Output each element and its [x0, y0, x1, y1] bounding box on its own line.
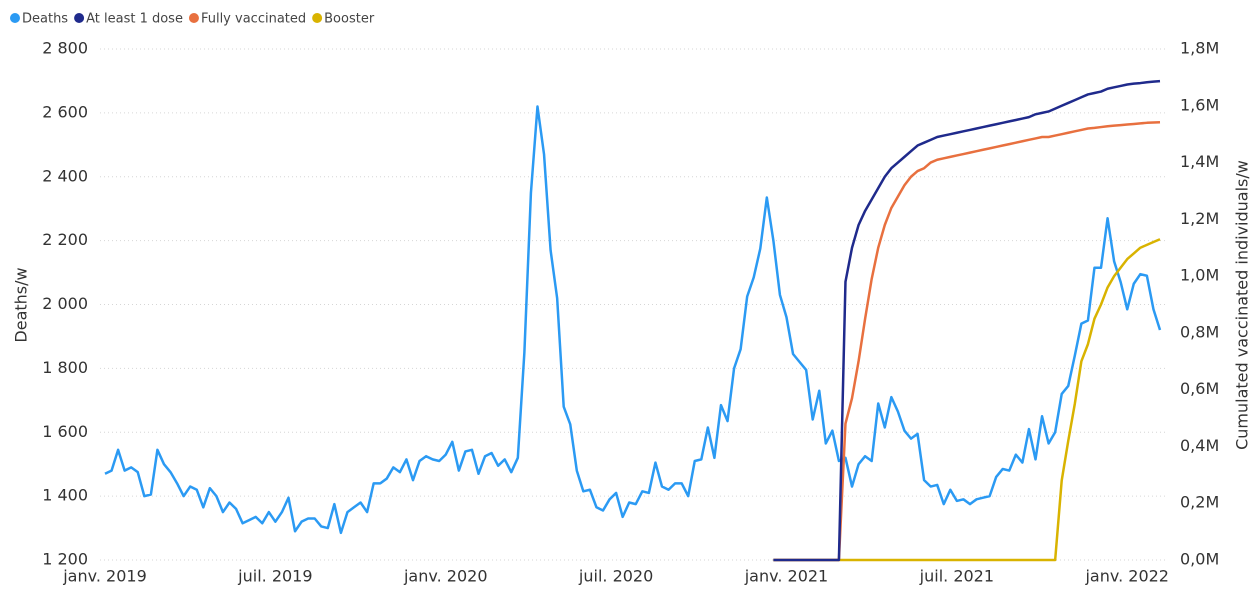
y-tick-label: 1 200 [42, 550, 88, 569]
x-tick-label: janv. 2020 [403, 567, 488, 586]
y2-tick-label: 0,4M [1180, 436, 1219, 455]
x-tick-label: janv. 2021 [744, 567, 829, 586]
x-tick-label: janv. 2022 [1084, 567, 1169, 586]
y2-tick-label: 0,6M [1180, 379, 1219, 398]
series-line [773, 79, 1161, 562]
legend: Deaths At least 1 dose Fully vaccinated Boo… [10, 12, 375, 27]
legend-marker [188, 13, 199, 23]
y2-tick-label: 1,0M [1180, 266, 1219, 285]
legend-label: Fully vaccinated [201, 12, 306, 27]
y2-tick-label: 1,4M [1180, 152, 1219, 171]
y-tick-label: 2 800 [42, 39, 88, 58]
y2-tick-label: 0,0M [1180, 550, 1219, 569]
series-line [773, 120, 1161, 562]
y-axis-title: Deaths/w [12, 267, 31, 342]
legend-label: Deaths [22, 12, 68, 27]
y2-tick-label: 0,8M [1180, 322, 1219, 341]
y-tick-label: 2 600 [42, 102, 88, 121]
x-tick-label: juil. 2021 [919, 567, 994, 586]
series-line [104, 105, 1162, 535]
y-tick-label: 1 400 [42, 486, 88, 505]
legend-label: At least 1 dose [86, 12, 183, 27]
legend-marker [74, 13, 85, 23]
y2-tick-label: 1,2M [1180, 209, 1219, 228]
x-tick-label: juil. 2020 [578, 567, 653, 586]
y-tick-label: 1 800 [42, 358, 88, 377]
x-tick-label: juil. 2019 [237, 567, 312, 586]
legend-marker [10, 13, 20, 23]
x-tick-label: janv. 2019 [62, 567, 147, 586]
series-line [773, 238, 1161, 562]
y2-tick-label: 0,2M [1180, 493, 1219, 512]
y-tick-label: 2 000 [42, 294, 88, 313]
y2-tick-label: 1,6M [1180, 95, 1219, 114]
legend-label: Booster [324, 12, 375, 27]
y-tick-label: 1 600 [42, 422, 88, 441]
y2-axis-title: Cumulated vaccinated individuals/w [1233, 160, 1252, 450]
legend-marker [312, 13, 323, 23]
y2-tick-label: 1,8M [1180, 39, 1219, 58]
y-tick-label: 2 200 [42, 230, 88, 249]
y-tick-label: 2 400 [42, 166, 88, 185]
